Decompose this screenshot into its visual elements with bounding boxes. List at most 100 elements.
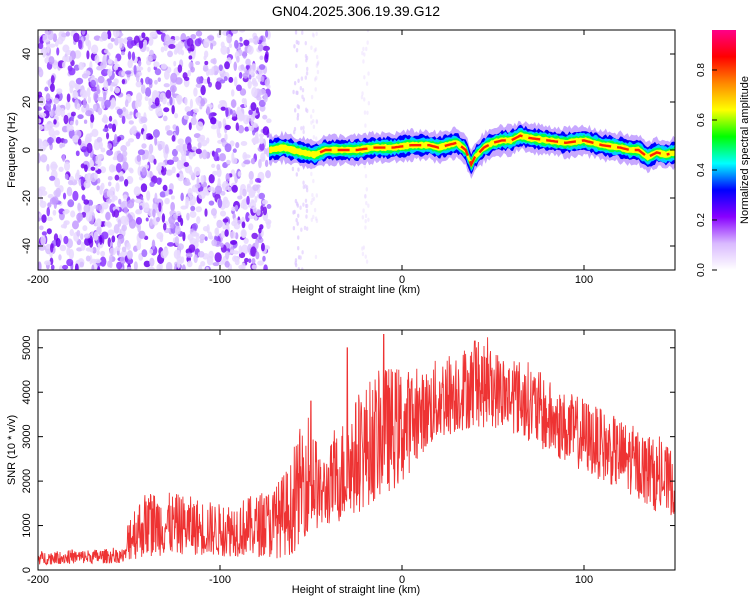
- sparse-blob: [310, 217, 314, 222]
- sparse-blob: [305, 203, 309, 209]
- noise-blob: [224, 260, 230, 268]
- noise-blob: [259, 224, 264, 230]
- noise-blob: [142, 130, 147, 141]
- sparse-blob: [312, 196, 316, 201]
- noise-blob: [207, 76, 211, 85]
- noise-blob: [177, 259, 184, 265]
- noise-blob: [80, 176, 84, 187]
- noise-blob: [233, 217, 238, 224]
- noise-blob: [114, 37, 119, 46]
- noise-blob: [143, 260, 151, 268]
- colorbar: 0.0 0.2 0.4 0.6 0.8 Normalized spectral ampl…: [696, 30, 750, 277]
- noise-blob: [200, 139, 208, 147]
- noise-blob: [90, 166, 96, 171]
- noise-blob: [102, 128, 109, 133]
- noise-blob: [181, 264, 186, 270]
- noise-blob: [215, 80, 222, 90]
- noise-blob: [197, 251, 205, 258]
- noise-blob: [96, 266, 101, 270]
- noise-blob: [248, 258, 252, 264]
- noise-blob: [262, 114, 268, 120]
- noise-blob: [208, 173, 215, 184]
- noise-blob: [200, 84, 206, 96]
- noise-blob: [119, 202, 126, 210]
- noise-blob: [89, 247, 94, 253]
- noise-blob: [153, 158, 157, 165]
- sparse-blob: [366, 40, 369, 45]
- noise-blob: [153, 61, 160, 68]
- noise-blob: [218, 120, 222, 129]
- noise-blob: [151, 54, 157, 60]
- noise-blob: [91, 264, 95, 270]
- sparse-blob: [313, 48, 316, 53]
- sparse-blob: [362, 59, 365, 64]
- noise-blob: [226, 33, 233, 44]
- noise-blob: [107, 229, 115, 236]
- noise-blob: [136, 66, 144, 71]
- noise-blob: [41, 214, 47, 223]
- noise-blob: [133, 261, 138, 270]
- sparse-blob: [316, 61, 319, 66]
- noise-blob: [254, 239, 259, 250]
- noise-blob: [260, 156, 266, 162]
- spectrogram-x-tick-label: 0: [399, 274, 405, 286]
- sparse-blob: [301, 250, 304, 255]
- sparse-blob: [364, 218, 367, 224]
- noise-blob: [149, 257, 155, 267]
- noise-blob: [163, 107, 170, 113]
- noise-blob: [214, 252, 222, 263]
- sparse-blob: [363, 75, 366, 80]
- noise-blob: [209, 117, 217, 125]
- noise-blob: [106, 198, 112, 204]
- sparse-blob: [297, 78, 300, 83]
- sparse-blob: [314, 47, 318, 52]
- noise-blob: [190, 66, 195, 73]
- sparse-blob: [315, 31, 318, 36]
- noise-blob: [172, 156, 179, 163]
- noise-blob: [231, 206, 236, 212]
- spectrogram-x-tick-label: -100: [209, 274, 231, 286]
- noise-blob: [150, 104, 158, 109]
- noise-blob: [225, 172, 230, 182]
- sparse-blob: [302, 184, 306, 190]
- noise-blob: [241, 229, 246, 239]
- noise-blob: [67, 199, 75, 208]
- noise-blob: [49, 243, 54, 253]
- noise-blob: [94, 258, 102, 264]
- noise-blob: [72, 190, 79, 202]
- sparse-blob: [301, 94, 304, 100]
- noise-blob: [44, 86, 49, 92]
- noise-blob: [165, 169, 173, 176]
- noise-blob: [239, 88, 247, 96]
- noise-blob: [238, 71, 243, 79]
- sparse-blob: [315, 63, 319, 68]
- noise-blob: [243, 159, 251, 165]
- noise-blob: [135, 132, 141, 140]
- snr-y-axis-label: SNR (10 * v/v): [6, 415, 18, 485]
- noise-blob: [96, 185, 100, 191]
- noise-blob: [159, 191, 166, 198]
- noise-blob: [74, 50, 82, 59]
- sparse-blob: [312, 124, 316, 129]
- noise-blob: [71, 220, 79, 230]
- noise-blob: [83, 180, 91, 189]
- noise-blob: [148, 143, 154, 154]
- noise-blob: [190, 43, 195, 52]
- noise-blob: [85, 255, 91, 262]
- noise-blob: [90, 44, 99, 55]
- noise-blob: [47, 194, 54, 199]
- noise-blob: [260, 204, 264, 212]
- noise-blob: [248, 223, 254, 231]
- noise-blob: [168, 215, 176, 225]
- noise-blob: [228, 43, 233, 48]
- noise-blob: [111, 235, 116, 243]
- page-title: GN04.2025.306.19.39.G12: [271, 3, 441, 19]
- noise-blob: [56, 47, 60, 56]
- noise-blob: [81, 73, 89, 79]
- sparse-blob: [297, 245, 300, 251]
- noise-blob: [266, 221, 271, 230]
- noise-blob: [200, 260, 206, 267]
- noise-blob: [160, 250, 168, 259]
